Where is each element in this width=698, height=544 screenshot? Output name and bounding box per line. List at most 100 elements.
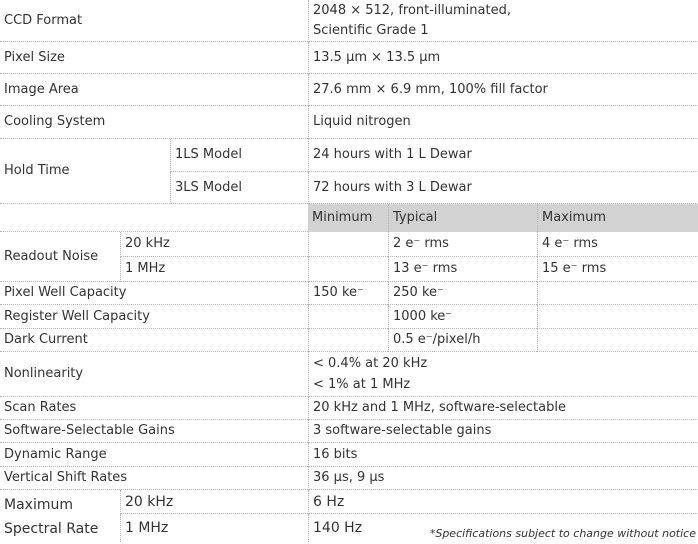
readout-noise-sub-label: 1 MHz — [120, 257, 308, 282]
vertical-shift-label: Vertical Shift Rates — [0, 467, 308, 490]
label-text: Dark Current — [4, 332, 88, 347]
vertical-shift-value: 36 µs, 9 µs — [308, 467, 698, 490]
dark-current-typical: 0.5 e⁻/pixel/h — [388, 329, 537, 352]
label-line: Maximum — [4, 497, 73, 513]
header-empty — [0, 204, 308, 232]
readout-noise-typical: 13 e⁻ rms — [388, 257, 537, 282]
pixel-well-typical: 250 ke⁻ — [388, 282, 537, 305]
readout-noise-sub-label: 20 kHz — [120, 232, 308, 257]
hold-time-value: 72 hours with 3 L Dewar — [308, 172, 698, 204]
ccd-format-label: CCD Format — [0, 0, 308, 42]
register-well-typical: 1000 ke⁻ — [388, 305, 537, 329]
register-well-minimum — [308, 305, 388, 329]
label-text: Register Well Capacity — [4, 308, 150, 324]
value-text: 13.5 µm × 13.5 µm — [313, 49, 441, 65]
value-text: 20 kHz and 1 MHz, software-selectable — [313, 400, 566, 415]
label-text: Vertical Shift Rates — [4, 470, 128, 485]
label-line: Spectral Rate — [4, 521, 99, 537]
header-minimum: Minimum — [308, 204, 388, 232]
value-text: 4 e⁻ rms — [542, 236, 598, 251]
max-spectral-rate-label: Maximum Spectral Rate — [0, 490, 120, 544]
value-text: 72 hours with 3 L Dewar — [313, 179, 472, 195]
register-well-maximum — [537, 305, 698, 329]
nonlinearity-label: Nonlinearity — [0, 352, 308, 397]
value-line: < 0.4% at 20 kHz — [313, 356, 428, 371]
label-text: 20 kHz — [125, 493, 174, 510]
scan-rates-value: 20 kHz and 1 MHz, software-selectable — [308, 397, 698, 420]
max-spectral-rate-value: 140 Hz — [308, 514, 418, 542]
image-area-label: Image Area — [0, 74, 308, 106]
pixel-well-minimum: 150 ke⁻ — [308, 282, 388, 305]
value-line: Scientific Grade 1 — [313, 22, 429, 38]
hold-time-sub-label: 1LS Model — [170, 139, 308, 172]
register-well-label: Register Well Capacity — [0, 305, 308, 329]
label-text: Pixel Well Capacity — [4, 285, 127, 300]
value-text: 3 software-selectable gains — [313, 423, 492, 438]
value-text: 15 e⁻ rms — [542, 261, 607, 276]
value-text: 24 hours with 1 L Dewar — [313, 147, 472, 162]
label-text: Software-Selectable Gains — [4, 423, 175, 438]
gains-value: 3 software-selectable gains — [308, 420, 698, 443]
value-text: 16 bits — [313, 446, 358, 462]
value-text: 150 ke⁻ — [313, 285, 364, 300]
label-text: Cooling System — [4, 114, 106, 129]
label-text: Nonlinearity — [4, 366, 84, 381]
header-typical: Typical — [388, 204, 537, 232]
label-text: 1 MHz — [125, 520, 169, 536]
header-text: Typical — [393, 210, 438, 225]
image-area-value: 27.6 mm × 6.9 mm, 100% fill factor — [308, 74, 698, 106]
cooling-label: Cooling System — [0, 106, 308, 139]
value-text: 250 ke⁻ — [393, 285, 444, 300]
max-spectral-rate-sub-label: 1 MHz — [120, 514, 308, 542]
value-text: 2 e⁻ rms — [393, 236, 449, 251]
scan-rates-label: Scan Rates — [0, 397, 308, 420]
label-text: Pixel Size — [4, 49, 65, 65]
max-spectral-rate-value: 6 Hz — [308, 490, 698, 514]
cooling-value: Liquid nitrogen — [308, 106, 698, 139]
label-text: 20 kHz — [125, 236, 170, 251]
header-maximum: Maximum — [537, 204, 698, 232]
value-text: 27.6 mm × 6.9 mm, 100% fill factor — [313, 81, 548, 97]
label-text: 1 MHz — [125, 261, 166, 276]
hold-time-value: 24 hours with 1 L Dewar — [308, 139, 698, 172]
hold-time-label: Hold Time — [0, 139, 170, 204]
value-text: 13 e⁻ rms — [393, 261, 458, 276]
value-text: 6 Hz — [313, 493, 345, 510]
readout-noise-typical: 2 e⁻ rms — [388, 232, 537, 257]
label-text: Hold Time — [4, 163, 70, 178]
dark-current-maximum — [537, 329, 698, 352]
ccd-format-value: 2048 × 512, front-illuminated, Scientifi… — [308, 0, 698, 42]
label-text: 3LS Model — [175, 179, 242, 195]
dynamic-range-value: 16 bits — [308, 443, 698, 467]
pixel-size-label: Pixel Size — [0, 42, 308, 74]
label-text: 1LS Model — [175, 147, 242, 162]
pixel-well-maximum — [537, 282, 698, 305]
value-line: < 1% at 1 MHz — [313, 377, 411, 392]
hold-time-sub-label: 3LS Model — [170, 172, 308, 204]
header-text: Maximum — [542, 210, 607, 225]
label-text: Scan Rates — [4, 400, 77, 415]
readout-noise-maximum: 4 e⁻ rms — [537, 232, 698, 257]
value-text: 140 Hz — [313, 520, 363, 536]
max-spectral-rate-sub-label: 20 kHz — [120, 490, 308, 514]
readout-noise-minimum — [308, 232, 388, 257]
label-text: Dynamic Range — [4, 446, 107, 462]
value-text: 1000 ke⁻ — [393, 308, 453, 324]
readout-noise-maximum: 15 e⁻ rms — [537, 257, 698, 282]
footnote: *Specifications subject to change withou… — [429, 527, 696, 540]
label-text: Readout Noise — [4, 248, 99, 264]
readout-noise-label: Readout Noise — [0, 232, 120, 282]
dark-current-label: Dark Current — [0, 329, 308, 352]
value-text: 0.5 e⁻/pixel/h — [393, 332, 481, 347]
header-text: Minimum — [312, 210, 373, 225]
value-text: 36 µs, 9 µs — [313, 470, 385, 485]
dark-current-minimum — [308, 329, 388, 352]
label-text: Image Area — [4, 81, 79, 97]
readout-noise-minimum — [308, 257, 388, 282]
value-text: Liquid nitrogen — [313, 114, 411, 129]
value-line: 2048 × 512, front-illuminated, — [313, 2, 511, 18]
dynamic-range-label: Dynamic Range — [0, 443, 308, 467]
pixel-size-value: 13.5 µm × 13.5 µm — [308, 42, 698, 74]
label-text: CCD Format — [4, 12, 83, 28]
gains-label: Software-Selectable Gains — [0, 420, 308, 443]
